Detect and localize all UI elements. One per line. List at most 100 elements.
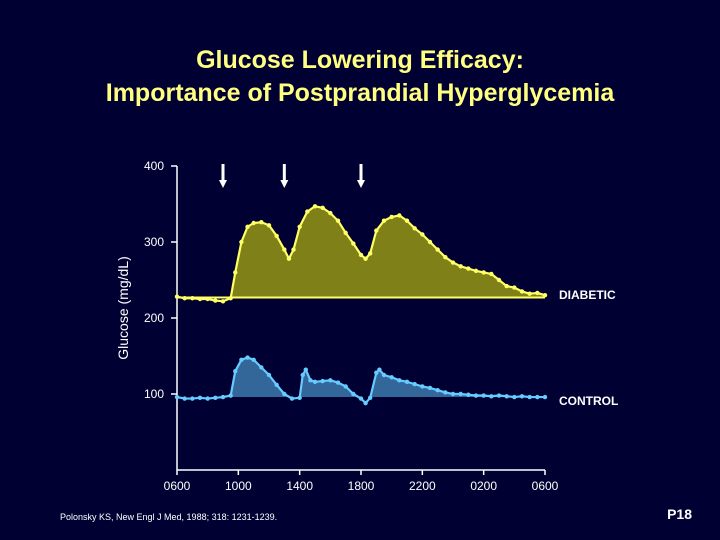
control-point (274, 382, 279, 388)
control-point (205, 396, 210, 401)
citation: Polonsky KS, New Engl J Med, 1988; 318: … (60, 512, 278, 522)
diabetic-point (527, 291, 532, 296)
diabetic-point (404, 218, 410, 223)
diabetic-point (343, 230, 348, 236)
control-point (542, 394, 548, 400)
diabetic-point (381, 218, 387, 223)
x-tick-label: 2200 (409, 479, 436, 493)
diabetic-point (374, 228, 379, 233)
diabetic-point (443, 255, 448, 260)
x-tick-label: 0600 (164, 479, 191, 493)
diabetic-point (427, 239, 433, 245)
control-point (420, 384, 425, 389)
diabetic-point (435, 247, 440, 252)
y-tick-label: 400 (144, 159, 164, 173)
control-point (473, 393, 479, 398)
diabetic-point (363, 256, 368, 261)
diabetic-point (197, 296, 203, 302)
diabetic-point (512, 285, 517, 290)
diabetic-point (458, 264, 463, 269)
control-point (374, 370, 379, 375)
control-point (381, 372, 387, 378)
diabetic-point (233, 270, 238, 275)
diabetic-area (177, 206, 545, 298)
control-point (300, 372, 305, 378)
control-point (377, 367, 382, 372)
slide-number: P18 (667, 506, 692, 522)
diabetic-point (205, 296, 210, 302)
diabetic-point (496, 277, 502, 283)
control-point (251, 357, 256, 362)
diabetic-point (312, 204, 318, 209)
x-tick-label: 1000 (225, 479, 252, 493)
control-point (228, 393, 233, 398)
diabetic-point (266, 223, 272, 228)
control-point (397, 378, 402, 383)
diabetic-point (519, 289, 525, 294)
control-point (335, 380, 341, 385)
diabetic-line (176, 205, 546, 303)
control-point (458, 391, 463, 397)
diabetic-point (328, 210, 333, 216)
diabetic-point (174, 294, 180, 299)
control-point (351, 391, 356, 397)
diabetic-point (489, 271, 494, 277)
control-point (358, 396, 364, 401)
control-point (450, 391, 456, 397)
x-tick-label: 1400 (286, 479, 313, 493)
y-tick-label: 200 (144, 311, 164, 325)
control-point (197, 395, 203, 400)
x-tick-label: 0200 (470, 479, 497, 493)
control-point (535, 394, 540, 400)
control-point (259, 365, 264, 370)
x-tick-label: 0600 (532, 479, 559, 493)
control-point (174, 394, 180, 400)
diabetic-point (239, 239, 244, 245)
diabetic-point (412, 226, 417, 231)
diabetic-point (504, 283, 509, 289)
control-point (489, 394, 494, 399)
diabetic-point (286, 256, 292, 261)
diabetic-point (259, 220, 264, 225)
y-axis-title: Glucose (mg/dL) (115, 256, 131, 359)
control-point (389, 375, 394, 380)
control-point (427, 385, 433, 391)
diabetic-point (481, 270, 486, 275)
control-point (363, 400, 368, 406)
slide-title: Glucose Lowering Efficacy: Importance of… (0, 44, 720, 110)
diabetic-series-label: DIABETIC (559, 288, 616, 302)
control-series-label: CONTROL (559, 394, 618, 408)
control-point (239, 357, 244, 362)
control-point (527, 394, 532, 400)
diabetic-point (389, 214, 394, 220)
diabetic-point (542, 293, 548, 298)
diabetic-point (368, 251, 373, 256)
diabetic-point (190, 296, 195, 301)
diabetic-point (397, 213, 402, 218)
title-line-1: Glucose Lowering Efficacy: (196, 46, 524, 74)
diabetic-point (245, 224, 250, 229)
y-tick-label: 300 (144, 235, 164, 249)
meal-arrow-head (280, 180, 289, 188)
control-point (312, 379, 318, 385)
diabetic-point (335, 218, 341, 223)
diabetic-point (291, 247, 296, 252)
control-point (220, 394, 226, 400)
diabetic-point (320, 205, 325, 210)
diabetic-point (420, 232, 425, 237)
diabetic-point (535, 290, 540, 296)
control-point (308, 378, 313, 383)
diabetic-point (351, 241, 356, 246)
control-point (289, 396, 295, 401)
control-point (466, 392, 471, 397)
control-point (504, 394, 509, 399)
control-point (245, 355, 250, 360)
control-point (496, 393, 502, 398)
diabetic-point (466, 266, 471, 271)
diabetic-point (274, 233, 279, 239)
diabetic-point (473, 268, 479, 274)
control-point (303, 367, 308, 372)
x-tick-label: 1800 (348, 479, 375, 493)
diabetic-point (358, 252, 364, 258)
